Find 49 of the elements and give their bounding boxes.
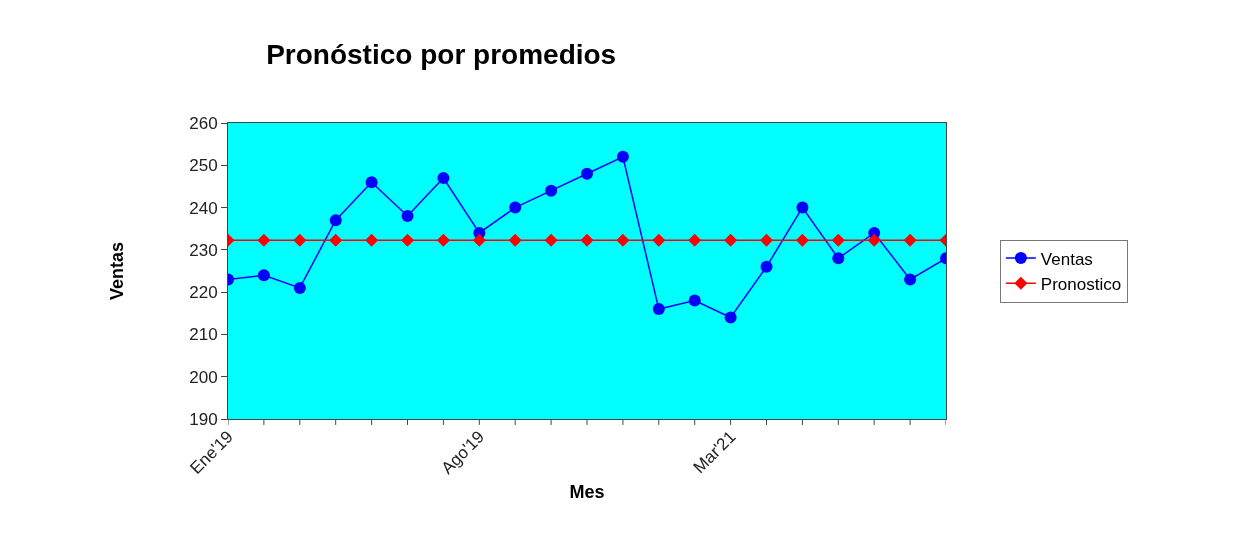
y-tick-label: 240 bbox=[189, 198, 218, 218]
point bbox=[365, 176, 378, 189]
point bbox=[437, 171, 450, 184]
point bbox=[652, 233, 666, 247]
point bbox=[760, 260, 773, 273]
chart-title: Pronóstico por promedios bbox=[266, 38, 617, 70]
point bbox=[652, 303, 665, 316]
point bbox=[436, 233, 450, 247]
y-tick-label: 210 bbox=[189, 325, 218, 345]
point bbox=[257, 269, 270, 282]
point bbox=[545, 184, 558, 197]
point bbox=[293, 233, 307, 247]
point bbox=[509, 201, 522, 214]
point bbox=[724, 311, 737, 324]
point bbox=[508, 233, 522, 247]
legend-label: Ventas bbox=[1040, 249, 1093, 269]
point bbox=[760, 233, 773, 247]
point bbox=[544, 233, 558, 247]
point bbox=[832, 252, 845, 265]
point bbox=[472, 233, 486, 247]
y-tick-label: 190 bbox=[189, 409, 218, 429]
point bbox=[724, 233, 738, 247]
point bbox=[795, 233, 809, 247]
point bbox=[329, 214, 342, 227]
point bbox=[688, 233, 702, 247]
point bbox=[365, 233, 379, 247]
y-tick-label: 250 bbox=[189, 156, 218, 176]
legend-label: Pronostico bbox=[1040, 274, 1122, 294]
point bbox=[401, 210, 414, 223]
point bbox=[329, 233, 343, 247]
point bbox=[580, 233, 594, 247]
point bbox=[293, 281, 306, 294]
y-tick-label: 220 bbox=[189, 283, 218, 303]
x-axis-title: Mes bbox=[569, 481, 605, 502]
point bbox=[257, 233, 271, 247]
point bbox=[401, 233, 414, 247]
point bbox=[831, 233, 845, 247]
point bbox=[581, 167, 593, 180]
point bbox=[688, 294, 701, 307]
point bbox=[903, 233, 917, 247]
point bbox=[616, 150, 629, 163]
point bbox=[616, 233, 630, 247]
y-tick-label: 260 bbox=[189, 113, 218, 133]
y-axis-title: Ventas bbox=[107, 241, 128, 301]
y-tick-label: 200 bbox=[189, 367, 218, 387]
y-tick-label: 230 bbox=[189, 240, 218, 260]
point bbox=[796, 201, 809, 214]
point bbox=[867, 233, 881, 247]
point bbox=[904, 273, 917, 286]
